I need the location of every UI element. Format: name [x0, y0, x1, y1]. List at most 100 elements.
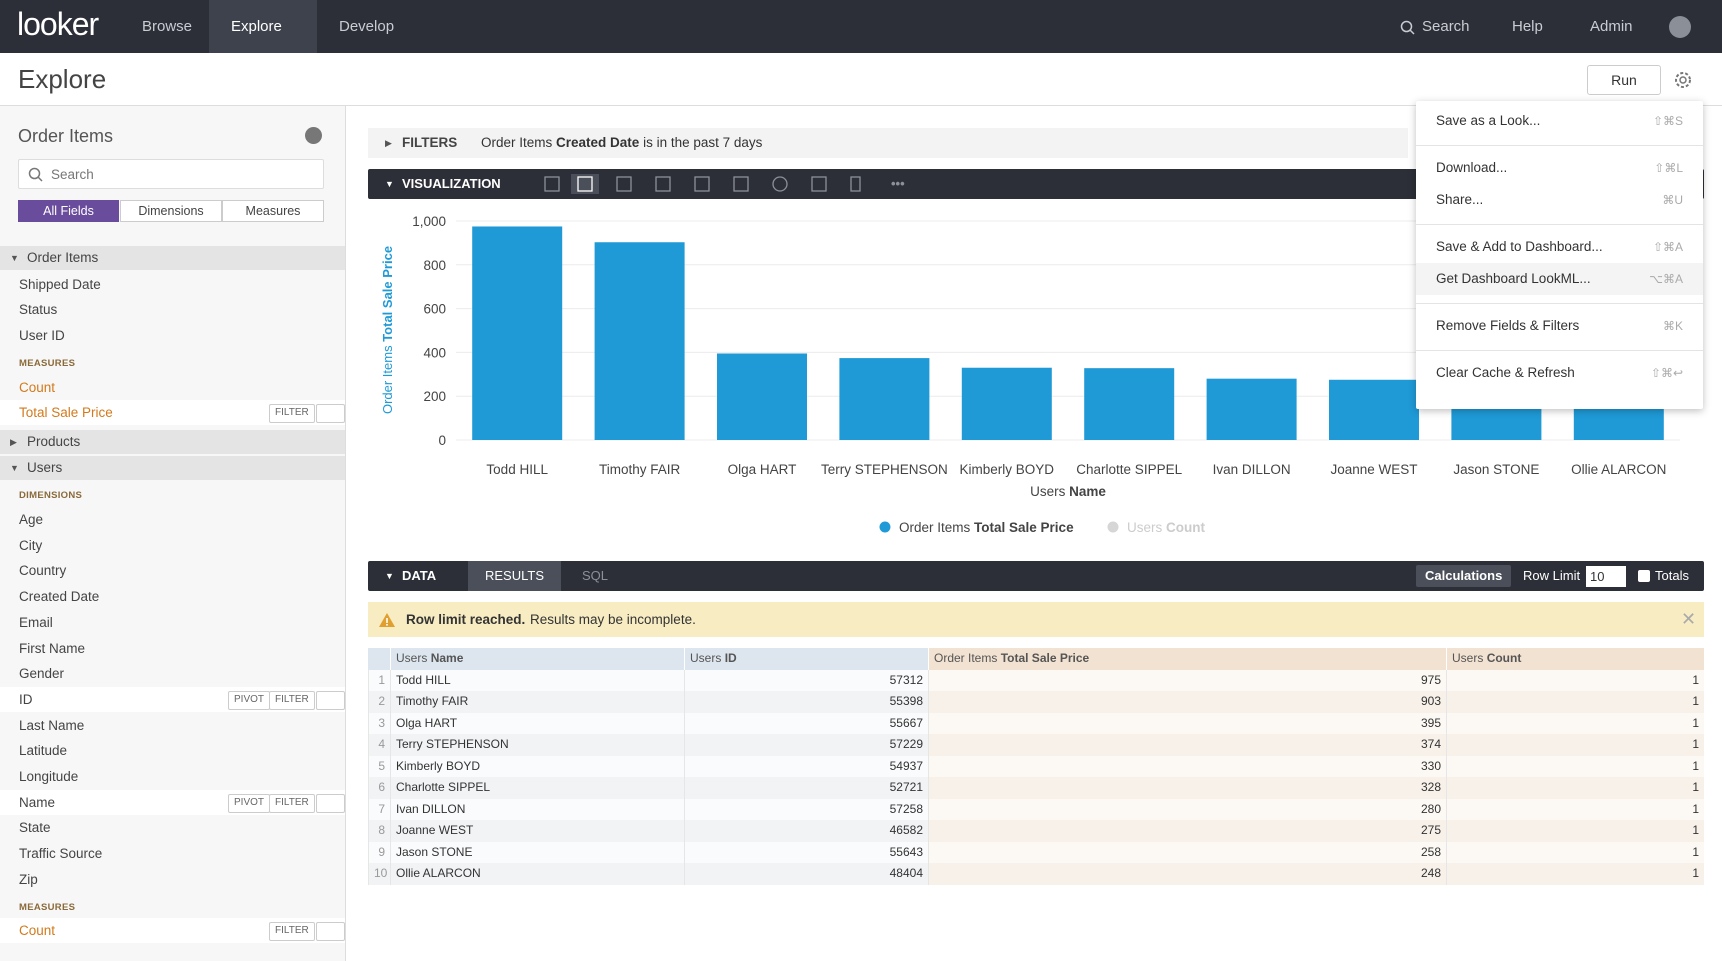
field-icon[interactable] [316, 794, 345, 813]
field-icon[interactable] [316, 691, 345, 710]
bar[interactable] [962, 368, 1052, 440]
column-header[interactable]: Users Name [390, 648, 684, 670]
field-group[interactable]: ▼Order Items [0, 246, 345, 270]
bar[interactable] [595, 242, 685, 440]
calculations-button[interactable]: Calculations [1416, 565, 1511, 587]
collapse-icon[interactable] [305, 127, 322, 144]
field-tab[interactable]: Measures [222, 200, 324, 222]
field-button[interactable]: PIVOT [228, 691, 270, 710]
menu-item[interactable]: Save & Add to Dashboard...⇧⌘A [1416, 231, 1703, 263]
page-header: Explore Run [0, 53, 1722, 106]
field-group[interactable]: ▼Users [0, 456, 345, 480]
field[interactable]: Longitude [0, 764, 345, 789]
field[interactable]: Last Name [0, 713, 345, 738]
menu-item[interactable]: Share...⌘U [1416, 184, 1703, 216]
run-button[interactable]: Run [1587, 65, 1661, 95]
nav-admin[interactable]: Admin [1590, 18, 1633, 35]
search-placeholder: Search [51, 167, 94, 182]
legend-label[interactable]: Users Count [1127, 520, 1206, 535]
viz-type-icons[interactable] [541, 174, 861, 194]
field[interactable]: Traffic Source [0, 841, 345, 866]
nav-item[interactable]: Explore [231, 18, 282, 35]
bar[interactable] [717, 353, 807, 440]
field-label: Status [19, 302, 57, 317]
filter-bar[interactable]: ▶ FILTERS Order Items Created Date is in… [368, 128, 1408, 158]
field[interactable]: IDFILTERPIVOT [0, 687, 345, 712]
field[interactable]: NameFILTERPIVOT [0, 790, 345, 815]
field[interactable]: Zip [0, 867, 345, 892]
totals-checkbox[interactable] [1638, 570, 1650, 582]
bar[interactable] [472, 226, 562, 440]
row-limit-input[interactable]: 10 [1586, 566, 1626, 587]
field-tab[interactable]: Dimensions [120, 200, 222, 222]
field[interactable]: User ID [0, 323, 345, 348]
legend-group: Users [1127, 520, 1163, 535]
settings-icon[interactable] [1673, 70, 1693, 90]
column-header[interactable]: Users ID [684, 648, 928, 670]
menu-item[interactable]: Get Dashboard LookML...⌥⌘A [1416, 263, 1703, 295]
x-tick-label: Jason STONE [1453, 462, 1539, 477]
y-axis-group: Order Items [380, 345, 395, 414]
field-label: Latitude [19, 743, 67, 758]
menu-item[interactable]: Clear Cache & Refresh⇧⌘↩ [1416, 357, 1703, 389]
field[interactable]: Latitude [0, 738, 345, 763]
menu-item[interactable]: Download...⇧⌘L [1416, 152, 1703, 184]
more-icon[interactable]: ••• [891, 169, 905, 199]
field[interactable]: Shipped Date [0, 272, 345, 297]
field[interactable]: Total Sale PriceFILTER [0, 400, 345, 425]
field-button[interactable]: FILTER [269, 404, 315, 423]
bar[interactable] [1329, 380, 1419, 440]
y-tick-label: 0 [438, 433, 446, 448]
field-button[interactable]: FILTER [269, 691, 315, 710]
filter-group: Order Items [481, 135, 552, 150]
menu-shortcut: ⌘U [1662, 184, 1683, 216]
table-cell: 57312 [684, 670, 928, 692]
nav-help[interactable]: Help [1512, 18, 1543, 35]
bar[interactable] [1207, 379, 1297, 440]
bar[interactable] [1084, 368, 1174, 440]
column-header[interactable]: Order Items Total Sale Price [928, 648, 1446, 670]
close-icon[interactable]: ✕ [1681, 602, 1696, 637]
field[interactable]: Country [0, 558, 345, 583]
table-cell: 275 [928, 820, 1446, 842]
avatar[interactable] [1669, 16, 1691, 38]
field-button[interactable]: FILTER [269, 794, 315, 813]
sql-tab[interactable]: SQL [582, 561, 608, 591]
field-search[interactable]: Search [18, 159, 324, 189]
menu-item[interactable]: Remove Fields & Filters⌘K [1416, 310, 1703, 342]
field[interactable]: First Name [0, 636, 345, 661]
caret: ▼ [10, 456, 19, 480]
field[interactable]: State [0, 815, 345, 840]
field-icon[interactable] [316, 922, 345, 941]
field[interactable]: City [0, 533, 345, 558]
table-cell: 903 [928, 691, 1446, 713]
table-cell: 55643 [684, 842, 928, 864]
table-cell: Charlotte SIPPEL [390, 777, 684, 799]
menu-item[interactable]: Save as a Look...⇧⌘S [1416, 105, 1703, 137]
nav-search[interactable]: Search [1422, 18, 1470, 35]
field[interactable]: Age [0, 507, 345, 532]
page-title: Explore [18, 64, 106, 95]
legend-swatch[interactable] [1108, 522, 1119, 533]
logo[interactable]: looker [17, 6, 98, 43]
field[interactable]: Gender [0, 661, 345, 686]
field[interactable]: Email [0, 610, 345, 635]
field-button[interactable]: PIVOT [228, 794, 270, 813]
field-button[interactable]: FILTER [269, 922, 315, 941]
field[interactable]: Count [0, 375, 345, 400]
column-header[interactable]: Users Count [1446, 648, 1704, 670]
field[interactable]: CountFILTER [0, 918, 345, 943]
bar[interactable] [839, 358, 929, 440]
nav-item[interactable]: Develop [339, 18, 394, 35]
field-group[interactable]: ▶Products [0, 430, 345, 454]
table-cell: 1 [1446, 820, 1704, 842]
legend-swatch[interactable] [880, 522, 891, 533]
field[interactable]: Created Date [0, 584, 345, 609]
legend-name: Count [1166, 520, 1205, 535]
field-tab[interactable]: All Fields [18, 200, 119, 222]
legend-label[interactable]: Order Items Total Sale Price [899, 520, 1074, 535]
nav-item[interactable]: Browse [142, 18, 192, 35]
results-tab[interactable]: RESULTS [468, 561, 561, 591]
field-icon[interactable] [316, 404, 345, 423]
field[interactable]: Status [0, 297, 345, 322]
